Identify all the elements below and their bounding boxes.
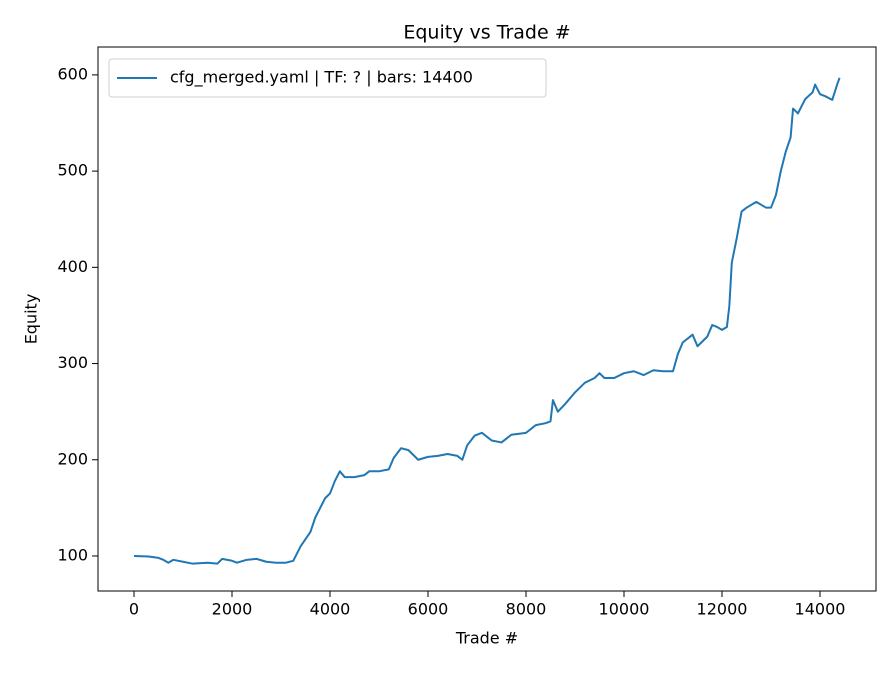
x-tick-label: 0 bbox=[129, 600, 139, 619]
series-line bbox=[133, 77, 841, 565]
legend-box bbox=[108, 58, 547, 98]
x-tick-label: 4000 bbox=[310, 600, 351, 619]
x-axis-label: Trade # bbox=[455, 629, 518, 648]
chart-title: Equity vs Trade # bbox=[403, 22, 570, 44]
y-tick-label: 200 bbox=[57, 449, 88, 468]
x-tick-label: 8000 bbox=[506, 600, 547, 619]
plot-frame bbox=[97, 46, 877, 592]
x-tick-label: 2000 bbox=[212, 600, 253, 619]
x-tick-label: 14000 bbox=[795, 600, 846, 619]
y-axis-label: Equity bbox=[22, 294, 41, 345]
y-tick-label: 300 bbox=[57, 353, 88, 372]
legend-label: cfg_merged.yaml | TF: ? | bars: 14400 bbox=[170, 68, 473, 88]
x-tick-label: 10000 bbox=[599, 600, 650, 619]
y-tick-label: 100 bbox=[57, 545, 88, 564]
x-tick-label: 6000 bbox=[408, 600, 449, 619]
y-tick-label: 500 bbox=[57, 161, 88, 180]
x-tick-label: 12000 bbox=[697, 600, 748, 619]
y-tick-label: 600 bbox=[57, 64, 88, 83]
y-tick-label: 400 bbox=[57, 257, 88, 276]
